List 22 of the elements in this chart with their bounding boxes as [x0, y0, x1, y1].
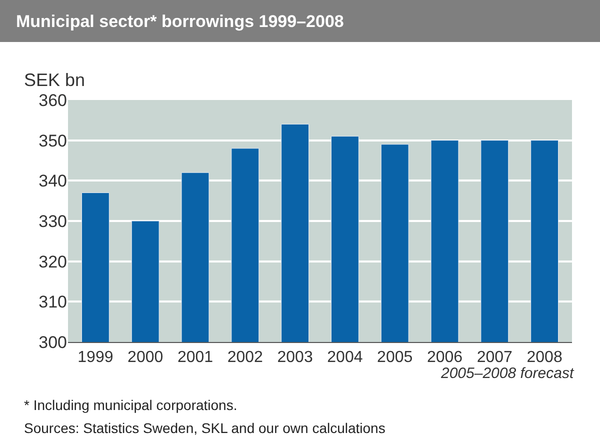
text: 2005–2008 forecast — [440, 365, 574, 382]
y-tick-label: 360 — [38, 90, 67, 110]
x-tick-label: 2001 — [177, 349, 214, 366]
y-tick-label: 300 — [38, 332, 67, 352]
x-tick-label: 2006 — [426, 349, 463, 366]
x-tick-label: 1999 — [78, 349, 114, 366]
y-tick-label: 310 — [38, 292, 67, 312]
x-tick-label: 2000 — [128, 349, 164, 366]
text: * Including municipal corporations. — [24, 397, 238, 413]
y-tick-label: 350 — [38, 131, 67, 150]
y-axis-title: SEK bn — [24, 70, 86, 90]
chart-title: Municipal sector* borrowings 1999–2008 — [16, 12, 344, 31]
x-tick-label: 2005 — [377, 349, 413, 366]
x-tick-label: 2004 — [327, 349, 363, 366]
y-tick-label: 330 — [38, 212, 67, 231]
x-tick-label: 2007 — [476, 349, 513, 366]
x-tick-label: 2002 — [227, 349, 264, 366]
y-tick-label: 320 — [38, 252, 67, 272]
x-tick-label: 2003 — [277, 349, 313, 366]
x-tick-label: 2008 — [526, 349, 562, 366]
source-note: Sources: Statistics Sweden, SKL and our own calculations — [24, 420, 386, 436]
y-tick-label: 340 — [38, 172, 67, 191]
